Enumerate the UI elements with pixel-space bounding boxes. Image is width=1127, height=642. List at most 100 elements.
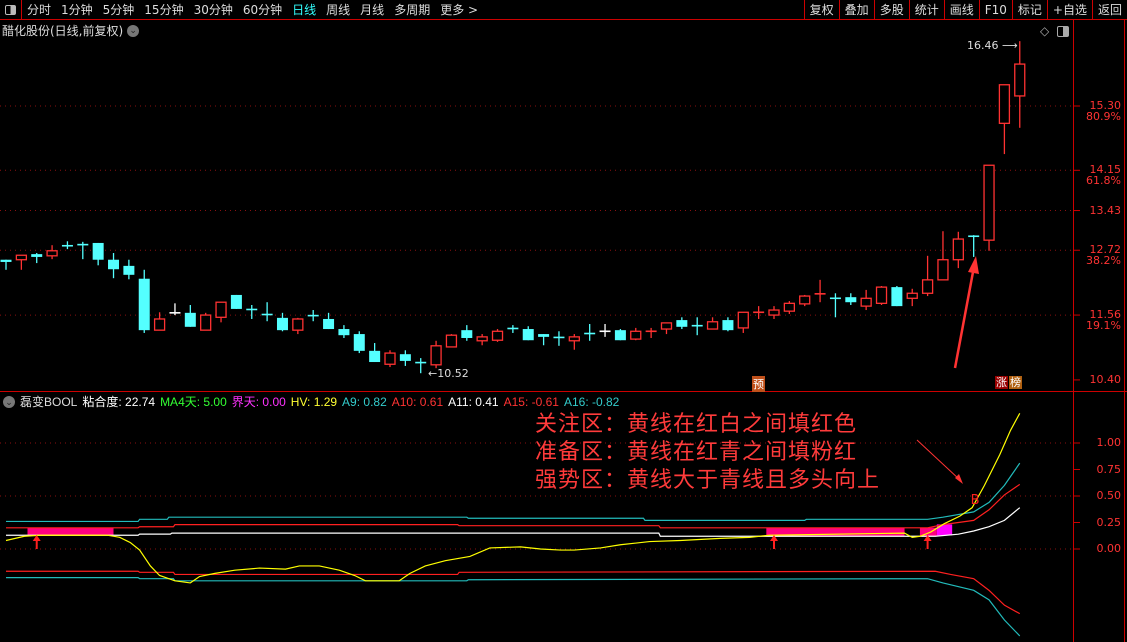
toolbar-button-3[interactable]: 统计 [908, 0, 944, 20]
candle-body [660, 322, 673, 330]
candle-body [384, 352, 396, 365]
toolbar-button-4[interactable]: 画线 [943, 0, 979, 20]
price-tick-label: 12.72 [1089, 243, 1122, 257]
tab-period-3[interactable]: 15分钟 [144, 3, 184, 17]
candle-body [952, 238, 964, 261]
toolbar-buttons: 复权 叠加 多股 统计 画线 F10 标记 +自选 返回 [803, 0, 1127, 20]
series-line-a11 [6, 507, 1021, 537]
price-tick-label: 15.30 [1089, 99, 1122, 112]
candle-body [31, 254, 43, 257]
tab-period-1[interactable]: 1分钟 [61, 3, 93, 17]
candle-body [983, 164, 995, 241]
high-price-label: 16.46 ⟶ [967, 39, 1018, 52]
up-arrow-icon [923, 535, 932, 541]
percent-tick-label: 61.8% [1086, 174, 1121, 188]
annotation-strong: 强势区：黄线大于青线且多头向上 [535, 468, 881, 493]
candle-body [676, 320, 688, 327]
candle-body [92, 242, 104, 260]
candle-body [630, 330, 642, 340]
candle-body [891, 287, 903, 307]
series-line-a10 [6, 483, 1021, 529]
low-price-value: 10.52 [437, 367, 469, 380]
panel-divider [0, 391, 1127, 392]
diamond-icon[interactable]: ◇ [1040, 24, 1050, 38]
price-tick-label: 13.43 [1089, 203, 1122, 217]
candle-body [937, 259, 949, 281]
indicator-field: A16: -0.82 [563, 395, 620, 409]
indicator-name[interactable]: 磊变BOOL [20, 395, 78, 409]
axis-border [1124, 20, 1125, 642]
annotation-arrow [916, 439, 961, 481]
candle-body [108, 259, 120, 270]
annotation-prepare: 准备区：黄线在红青之间填粉红 [535, 440, 858, 465]
tab-period-7[interactable]: 周线 [326, 3, 351, 17]
toolbar-button-0[interactable]: 复权 [803, 0, 839, 20]
forecast-marker[interactable]: 预 [752, 376, 765, 392]
candle-body [875, 286, 888, 304]
list-marker[interactable]: 榜 [1009, 376, 1022, 389]
indicator-header: ⌄ 磊变BOOL 粘合度: 22.74 MA4天: 5.00 界天: 0.00 HV:… [3, 395, 619, 409]
candle-body [15, 254, 28, 261]
candle-body [276, 317, 288, 331]
candle-body [768, 309, 780, 316]
tab-period-10[interactable]: 更多 > [440, 3, 479, 17]
indicator-tick-label: 0.75 [1096, 462, 1122, 476]
candle-body [230, 294, 242, 309]
annotation-arrow [953, 271, 975, 369]
candle-body [184, 312, 196, 327]
indicator-tick-label: 1.00 [1096, 436, 1122, 449]
signal-fill [27, 527, 114, 536]
candle-body [998, 84, 1011, 124]
up-arrow-icon [770, 535, 778, 541]
candle-body [200, 314, 212, 331]
toolbar-button-8[interactable]: 返回 [1091, 0, 1127, 20]
period-toolbar: 分时 1分钟 5分钟 15分钟 30分钟 60分钟 日线 周线 月线 多周期 更多 > 复权 叠加 多股… [0, 0, 1127, 20]
tab-period-9[interactable]: 多周期 [394, 3, 431, 17]
candle-body [153, 318, 166, 331]
indicator-field: HV: 1.29 [290, 395, 338, 409]
indicator-tick-label: 0.50 [1096, 489, 1122, 502]
percent-tick-label: 38.2% [1086, 254, 1121, 268]
up-arrow-icon [32, 535, 41, 541]
tab-period-5[interactable]: 60分钟 [242, 3, 283, 17]
toolbar-button-7[interactable]: +自选 [1046, 0, 1092, 20]
candle-body [921, 279, 934, 294]
indicator-field: A11: 0.41 [448, 395, 499, 409]
candle-body [46, 250, 58, 257]
toolbar-button-6[interactable]: 标记 [1011, 0, 1047, 20]
chevron-down-icon[interactable]: ⌄ [3, 396, 15, 408]
chevron-down-icon[interactable]: ⌄ [127, 24, 140, 37]
price-tick-label: 11.56 [1089, 308, 1122, 322]
period-tabs: 分时 1分钟 5分钟 15分钟 30分钟 60分钟 日线 周线 月线 多周期 更多 > [22, 1, 483, 18]
indicator-tick-label: 0.25 [1096, 515, 1122, 529]
candle-body [538, 334, 550, 337]
toolbar-button-1[interactable]: 叠加 [838, 0, 874, 20]
candle-body [461, 330, 473, 338]
buy-signal-label: B [971, 493, 980, 508]
signal-fill [936, 524, 953, 536]
candle-body [1014, 63, 1026, 97]
toolbar-button-2[interactable]: 多股 [873, 0, 909, 20]
panel-toggle-icon[interactable] [0, 0, 22, 20]
candle-body [706, 321, 719, 330]
toolbar-button-5[interactable]: F10 [978, 0, 1012, 20]
percent-tick-label: 19.1% [1086, 319, 1121, 333]
tab-period-6[interactable]: 日线 [292, 3, 317, 17]
tab-period-4[interactable]: 30分钟 [193, 3, 233, 17]
candle-body [445, 334, 458, 348]
panel-toggle-icon[interactable] [1057, 25, 1070, 37]
tab-period-0[interactable]: 分时 [27, 3, 52, 17]
indicator-tick-label: 0.00 [1096, 542, 1122, 555]
limit-up-marker[interactable]: 涨 [995, 376, 1008, 389]
high-price-value: 16.46 [967, 39, 999, 52]
low-price-label: ←10.52 [428, 367, 469, 380]
series-line-a9 [6, 462, 1021, 523]
tab-period-2[interactable]: 5分钟 [102, 3, 135, 17]
indicator-field: A10: 0.61 [391, 395, 444, 409]
candle-body [737, 311, 749, 329]
tab-period-8[interactable]: 月线 [360, 3, 385, 17]
indicator-field: A9: 0.82 [342, 395, 387, 409]
series-line-a16 [6, 577, 1021, 637]
candle-body [399, 354, 411, 361]
